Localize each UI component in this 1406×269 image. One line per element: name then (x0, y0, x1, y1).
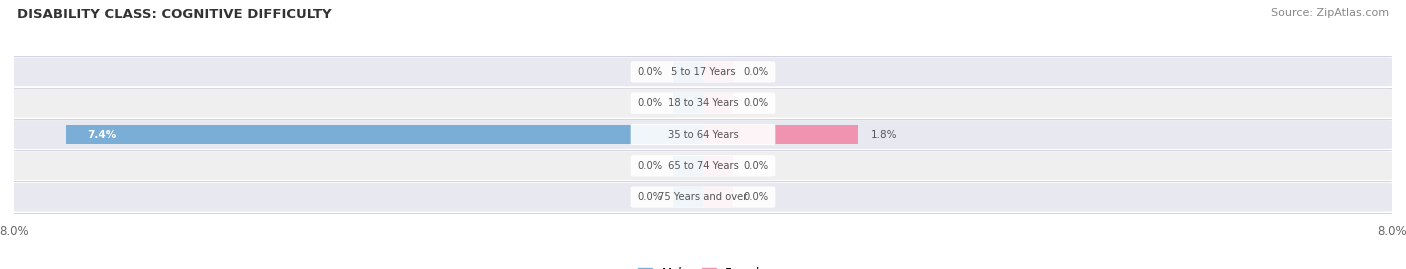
FancyBboxPatch shape (10, 58, 1396, 86)
Bar (673, 62, 703, 82)
Text: 75 Years and over: 75 Years and over (658, 192, 748, 202)
Text: 7.4%: 7.4% (87, 129, 117, 140)
Bar (703, 156, 733, 175)
FancyBboxPatch shape (631, 155, 775, 176)
Text: 0.0%: 0.0% (637, 161, 662, 171)
FancyBboxPatch shape (10, 151, 1396, 180)
FancyBboxPatch shape (631, 186, 775, 208)
Text: 1.8%: 1.8% (870, 129, 897, 140)
Text: DISABILITY CLASS: COGNITIVE DIFFICULTY: DISABILITY CLASS: COGNITIVE DIFFICULTY (17, 8, 332, 21)
Text: 0.0%: 0.0% (744, 192, 769, 202)
FancyBboxPatch shape (631, 93, 775, 114)
Text: 0.0%: 0.0% (637, 98, 662, 108)
Text: 0.0%: 0.0% (637, 192, 662, 202)
Text: 35 to 64 Years: 35 to 64 Years (668, 129, 738, 140)
FancyBboxPatch shape (10, 120, 1396, 149)
Text: 0.0%: 0.0% (744, 98, 769, 108)
Text: 5 to 17 Years: 5 to 17 Years (671, 67, 735, 77)
Text: 65 to 74 Years: 65 to 74 Years (668, 161, 738, 171)
Bar (673, 94, 703, 113)
Text: 0.0%: 0.0% (637, 67, 662, 77)
Bar (703, 62, 733, 82)
FancyBboxPatch shape (631, 124, 775, 145)
FancyBboxPatch shape (10, 89, 1396, 118)
FancyBboxPatch shape (631, 61, 775, 83)
Bar (703, 125, 858, 144)
Text: 0.0%: 0.0% (744, 67, 769, 77)
FancyBboxPatch shape (10, 183, 1396, 211)
Text: Source: ZipAtlas.com: Source: ZipAtlas.com (1271, 8, 1389, 18)
Bar (703, 187, 733, 207)
Bar (66, 125, 703, 144)
Legend: Male, Female: Male, Female (638, 267, 768, 269)
Bar (673, 187, 703, 207)
Bar (703, 94, 733, 113)
Bar (673, 156, 703, 175)
Text: 0.0%: 0.0% (744, 161, 769, 171)
Text: 18 to 34 Years: 18 to 34 Years (668, 98, 738, 108)
